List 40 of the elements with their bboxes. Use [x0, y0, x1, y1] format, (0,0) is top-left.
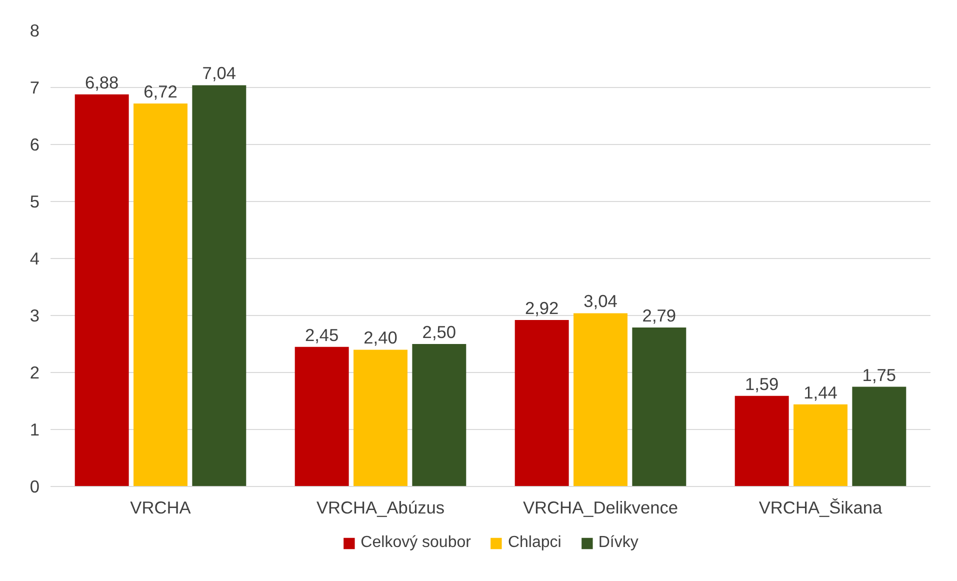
legend-label: Dívky	[598, 534, 638, 552]
bar	[734, 396, 789, 486]
y-tick-label: 2	[30, 362, 40, 382]
bar	[412, 344, 466, 486]
y-tick-label: 3	[30, 306, 40, 326]
bar	[852, 386, 906, 486]
bar	[514, 320, 569, 486]
bar	[632, 327, 686, 486]
data-label: 2,92	[524, 298, 559, 318]
bar	[134, 103, 188, 486]
data-label: 1,75	[862, 364, 896, 385]
data-label: 6,72	[144, 81, 178, 102]
data-label: 2,45	[304, 324, 339, 345]
data-label: 2,40	[364, 328, 398, 348]
x-tick-label: VRCHA_Abúzus	[316, 498, 445, 518]
bar	[74, 94, 129, 486]
legend-label: Celkový soubor	[360, 534, 471, 552]
bar	[794, 404, 848, 486]
bar	[294, 346, 349, 486]
y-tick-label: 8	[30, 20, 40, 40]
y-tick-label: 1	[30, 420, 40, 440]
data-label: 3,04	[584, 291, 618, 312]
y-tick-label: 6	[30, 134, 40, 154]
y-tick-label: 4	[30, 248, 40, 268]
x-tick-label: VRCHA_Delikvence	[522, 498, 678, 518]
data-label: 2,50	[422, 322, 456, 342]
x-tick-label: VRCHA	[130, 498, 192, 518]
bar	[354, 350, 408, 486]
bar	[574, 313, 628, 486]
y-tick-label: 5	[30, 192, 40, 212]
data-label: 1,59	[744, 374, 779, 394]
x-tick-label: VRCHA_Šikana	[758, 498, 882, 518]
data-label: 1,44	[804, 382, 838, 402]
data-label: 6,88	[84, 72, 119, 92]
y-tick-label: 0	[30, 476, 40, 496]
legend-label: Chlapci	[508, 534, 562, 552]
data-label: 2,79	[642, 305, 676, 326]
bar	[192, 85, 246, 486]
data-label: 7,04	[202, 63, 236, 84]
y-tick-label: 7	[30, 78, 40, 98]
